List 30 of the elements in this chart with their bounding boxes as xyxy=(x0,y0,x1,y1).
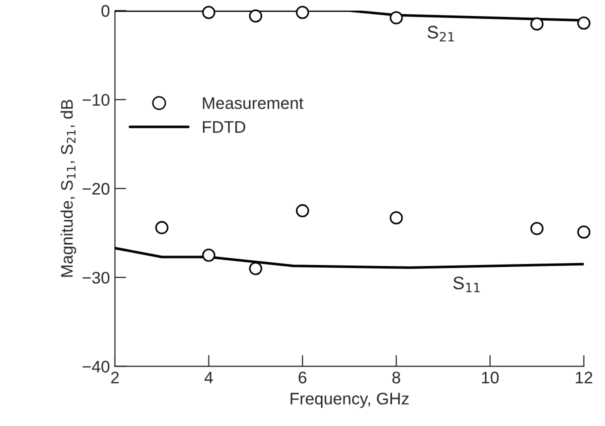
x-tick-label: 4 xyxy=(204,372,213,384)
point xyxy=(155,221,168,234)
y-tick-label: −40 xyxy=(82,360,110,373)
point xyxy=(296,6,310,20)
point xyxy=(296,204,310,218)
point xyxy=(390,11,403,24)
x-tick-label: 12 xyxy=(576,372,592,384)
legend-label: Measurement xyxy=(202,97,304,110)
x-tick-label: 10 xyxy=(482,372,499,384)
y-tick-label: −10 xyxy=(82,94,110,106)
x-tick-label: 8 xyxy=(392,372,400,384)
x-axis-title: Frequency, GHz xyxy=(290,392,409,408)
x-tick-label: 6 xyxy=(298,372,306,384)
y-tick-label: −30 xyxy=(82,272,110,284)
point xyxy=(530,222,544,236)
point xyxy=(202,248,216,262)
annotation: S$_{21}$ xyxy=(428,26,454,42)
legend-label: FDTD xyxy=(202,121,246,133)
annotation: S$_{11}$ xyxy=(453,276,480,292)
x-tick-label: 2 xyxy=(111,372,119,384)
point xyxy=(249,9,262,23)
point xyxy=(249,262,262,276)
point xyxy=(577,226,590,239)
y-tick-label: 0 xyxy=(101,5,110,17)
point xyxy=(390,211,403,224)
point xyxy=(577,16,590,30)
y-tick-label: −20 xyxy=(82,182,110,195)
point xyxy=(202,6,216,20)
point xyxy=(530,17,544,31)
y-axis-title: Magnitude, S$_{11}$, S$_{21}$, dB xyxy=(60,100,76,277)
